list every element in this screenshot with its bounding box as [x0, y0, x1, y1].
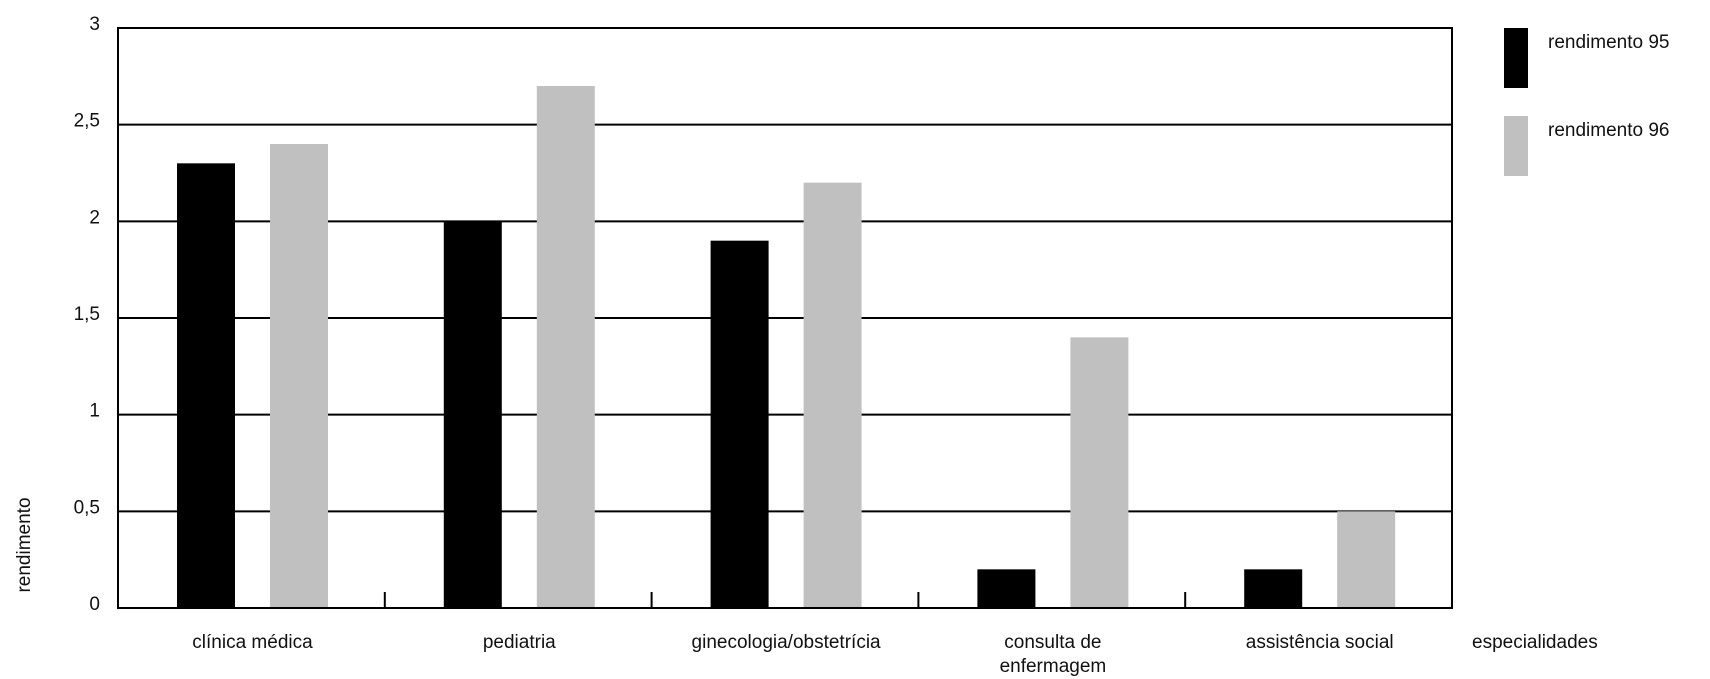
y-axis-label: rendimento: [14, 497, 35, 592]
plot-frame: [117, 27, 1453, 609]
y-tick-labels: 0 0,5 1 1,5 2 2,5 3: [74, 14, 100, 615]
bar-rendimento-96: [1070, 337, 1129, 608]
bar-rendimento-95: [977, 569, 1036, 608]
legend-swatch: [1504, 116, 1528, 176]
gridlines: [118, 123, 1452, 513]
bar-rendimento-96: [270, 144, 328, 608]
x-axis-label: especialidades: [1472, 632, 1598, 653]
bar-rendimento-95: [710, 240, 769, 608]
category-label: consulta de enfermagem: [1000, 632, 1107, 677]
bar-rendimento-96: [1337, 511, 1396, 608]
y-tick-label: 1: [89, 401, 100, 422]
category-label: assistência social: [1246, 632, 1394, 653]
category-label: ginecologia/obstetrícia: [692, 632, 881, 653]
legend-label: rendimento 96: [1548, 120, 1669, 141]
legend-label: rendimento 95: [1548, 32, 1669, 53]
legend: rendimento 95 rendimento 96: [1504, 28, 1669, 176]
y-tick-label: 0,5: [74, 497, 100, 518]
x-ticks: [383, 592, 1187, 608]
y-tick-label: 1,5: [74, 304, 100, 325]
y-tick-label: 0: [89, 594, 100, 615]
bar-rendimento-96: [536, 86, 595, 608]
bar-rendimento-95: [177, 163, 235, 609]
bar-rendimento-95: [1244, 569, 1303, 608]
legend-swatch: [1504, 28, 1528, 88]
y-tick-label: 2,5: [74, 111, 100, 132]
bars: [177, 86, 1396, 609]
category-labels: clínica médica pediatria ginecologia/obste…: [192, 632, 1393, 677]
bar-rendimento-96: [803, 182, 862, 608]
category-label: pediatria: [483, 632, 556, 653]
y-tick-label: 2: [89, 207, 100, 228]
bar-rendimento-95: [443, 221, 502, 609]
y-tick-label: 3: [89, 14, 100, 35]
category-label: clínica médica: [192, 632, 313, 653]
